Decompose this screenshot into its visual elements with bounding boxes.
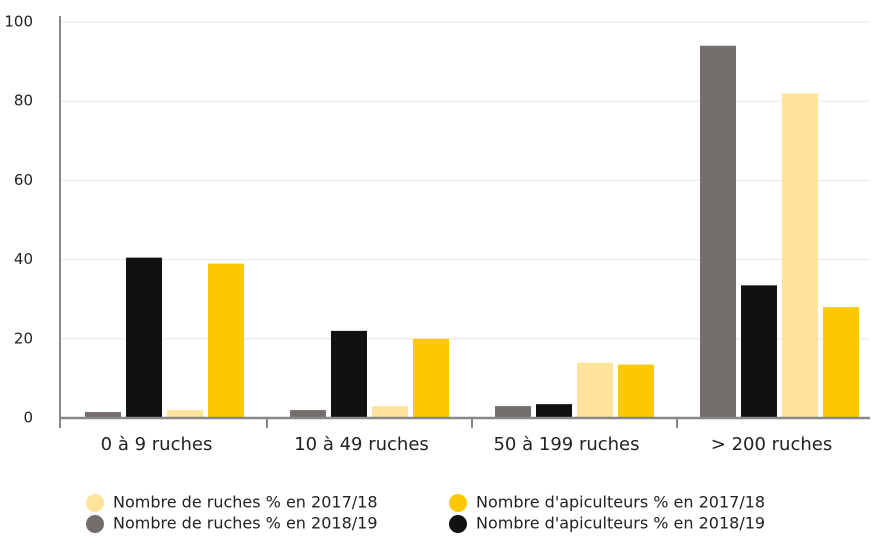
legend-label: Nombre d'apiculteurs % en 2017/18 <box>476 493 765 512</box>
bar <box>782 93 818 418</box>
bar <box>331 330 367 418</box>
y-tick-label: 100 <box>4 13 33 31</box>
bar <box>126 257 162 418</box>
x-tick-label: 50 à 199 ruches <box>493 434 639 455</box>
legend-label: Nombre de ruches % en 2017/18 <box>113 493 378 512</box>
x-tick-label: 0 à 9 ruches <box>101 434 213 455</box>
bar <box>618 364 654 418</box>
legend-swatch <box>449 494 467 512</box>
bar <box>741 285 777 418</box>
legend-swatch <box>86 515 104 533</box>
legend-label: Nombre d'apiculteurs % en 2018/19 <box>476 514 765 533</box>
y-tick-label: 60 <box>14 171 33 189</box>
y-tick-label: 80 <box>14 92 33 110</box>
bar <box>167 410 203 418</box>
bar <box>577 362 613 418</box>
bar <box>372 406 408 418</box>
y-tick-label: 20 <box>14 329 33 347</box>
x-tick-label: 10 à 49 ruches <box>294 434 429 455</box>
bar <box>536 404 572 418</box>
legend-label: Nombre de ruches % en 2018/19 <box>113 514 378 533</box>
bar <box>413 338 449 418</box>
bar <box>495 406 531 418</box>
bar <box>290 410 326 418</box>
x-tick-label: > 200 ruches <box>711 434 832 455</box>
bar <box>823 307 859 418</box>
y-tick-label: 0 <box>23 409 33 427</box>
legend-swatch <box>449 515 467 533</box>
y-tick-label: 40 <box>14 250 33 268</box>
bar <box>700 45 736 418</box>
legend-swatch <box>86 494 104 512</box>
bar <box>85 412 121 418</box>
bar <box>208 263 244 418</box>
